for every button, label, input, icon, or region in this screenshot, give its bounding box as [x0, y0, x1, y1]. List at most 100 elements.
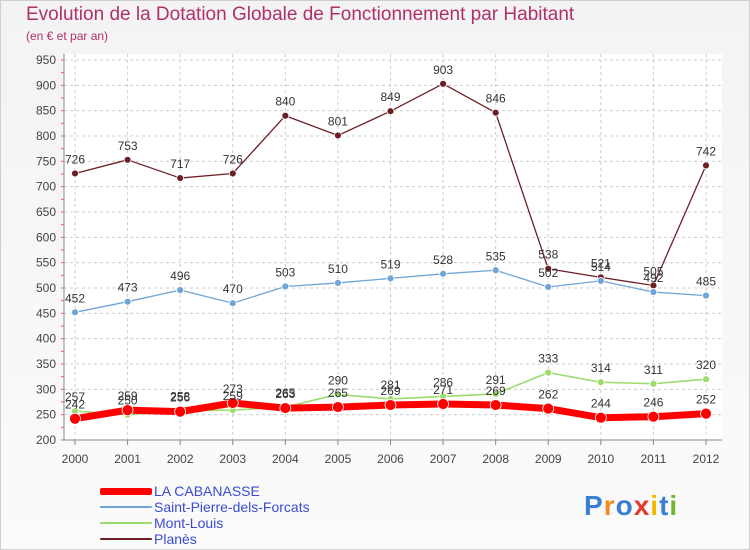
data-label-saint-pierre-dels-forcats: 473 [118, 281, 138, 295]
logo-letter: i [650, 490, 660, 521]
data-point-plan-s [228, 169, 237, 178]
logo-letter: i [669, 490, 679, 521]
data-point-la-cabanasse [69, 412, 81, 425]
data-point-saint-pierre-dels-forcats [596, 277, 605, 285]
chart-title: Evolution de la Dotation Globale de Fonc… [26, 4, 575, 25]
data-label-la-cabanasse: 262 [538, 388, 558, 402]
y-tick-label: 400 [36, 332, 56, 346]
data-label-mont-louis: 281 [380, 378, 400, 392]
data-label-saint-pierre-dels-forcats: 510 [328, 262, 348, 276]
data-label-mont-louis: 333 [538, 352, 558, 366]
data-point-saint-pierre-dels-forcats [176, 286, 185, 294]
y-tick-label: 650 [36, 205, 56, 219]
data-label-mont-louis: 314 [591, 361, 611, 375]
data-label-plan-s: 801 [328, 114, 348, 128]
y-tick-label: 500 [36, 281, 56, 295]
x-tick-label: 2001 [114, 452, 141, 466]
data-label-saint-pierre-dels-forcats: 503 [275, 265, 295, 279]
data-label-mont-louis: 311 [644, 363, 663, 377]
y-tick-label: 600 [36, 230, 56, 244]
data-point-mont-louis [702, 375, 710, 384]
y-tick-label: 300 [36, 382, 56, 396]
y-tick-label: 850 [36, 104, 56, 118]
y-tick-label: 800 [36, 129, 56, 143]
data-point-la-cabanasse [489, 399, 502, 411]
data-point-saint-pierre-dels-forcats [386, 274, 395, 283]
data-point-saint-pierre-dels-forcats [281, 282, 290, 291]
data-point-plan-s [334, 131, 342, 140]
x-tick-label: 2010 [587, 452, 614, 466]
grid-lines [64, 54, 722, 441]
x-tick-label: 2011 [641, 452, 667, 466]
data-point-mont-louis [544, 368, 553, 377]
data-point-saint-pierre-dels-forcats [439, 269, 447, 278]
y-tick-label: 700 [36, 180, 56, 194]
data-label-la-cabanasse: 271 [433, 383, 453, 397]
data-label-mont-louis: 320 [696, 358, 716, 372]
legend-label: Mont-Louis [154, 515, 224, 531]
data-point-plan-s [544, 264, 553, 273]
plot-area [64, 54, 722, 440]
data-label-la-cabanasse: 265 [328, 386, 348, 400]
data-point-plan-s [71, 169, 79, 178]
logo-letter: P [584, 490, 604, 521]
data-label-mont-louis: 265 [275, 386, 295, 400]
data-label-la-cabanasse: 269 [486, 384, 506, 398]
data-point-mont-louis [649, 379, 658, 388]
x-tick-label: 2008 [482, 452, 509, 466]
data-label-la-cabanasse: 263 [275, 387, 295, 401]
data-label-saint-pierre-dels-forcats: 452 [65, 291, 85, 305]
data-label-plan-s: 846 [486, 92, 506, 106]
data-label-la-cabanasse: 259 [118, 389, 138, 403]
data-point-plan-s [491, 108, 500, 117]
data-label-la-cabanasse: 252 [696, 393, 716, 407]
data-point-saint-pierre-dels-forcats [334, 279, 342, 287]
data-point-la-cabanasse [174, 405, 187, 418]
data-label-saint-pierre-dels-forcats: 496 [170, 269, 190, 283]
data-label-plan-s: 849 [380, 90, 400, 104]
x-tick-label: 2007 [430, 452, 457, 466]
data-label-plan-s: 742 [696, 144, 716, 158]
data-label-la-cabanasse: 256 [170, 391, 190, 405]
data-point-plan-s [439, 79, 447, 88]
legend-label: LA CABANASSE [154, 483, 260, 499]
data-label-la-cabanasse: 244 [591, 397, 611, 411]
data-label-mont-louis: 258 [170, 390, 190, 404]
data-label-mont-louis: 257 [65, 390, 85, 404]
data-point-la-cabanasse [226, 397, 239, 409]
data-label-mont-louis: 291 [486, 373, 506, 387]
y-tick-label: 900 [36, 78, 56, 92]
data-label-saint-pierre-dels-forcats: 492 [643, 271, 663, 285]
logo-letter: x [633, 490, 651, 521]
data-point-plan-s [123, 155, 132, 164]
data-point-saint-pierre-dels-forcats [544, 283, 553, 291]
chart-subtitle: (en € et par an) [26, 29, 109, 43]
logo-letter: t [659, 490, 670, 521]
data-label-plan-s: 505 [643, 264, 663, 278]
legend-swatch [100, 487, 152, 495]
x-tick-label: 2000 [62, 452, 89, 466]
data-point-saint-pierre-dels-forcats [123, 297, 132, 306]
x-tick-label: 2005 [325, 452, 352, 466]
x-tick-label: 2004 [272, 452, 299, 466]
legend-swatch [100, 522, 152, 524]
data-point-mont-louis [491, 389, 500, 398]
x-axis: 2000 2001 2002 2003 2004 2005 2006 2007 2008 2009… [62, 439, 722, 466]
data-label-saint-pierre-dels-forcats: 514 [591, 260, 611, 274]
data-point-plan-s [386, 107, 395, 116]
data-label-mont-louis: 259 [223, 389, 243, 403]
data-label-saint-pierre-dels-forcats: 485 [696, 275, 716, 289]
data-point-la-cabanasse [594, 411, 607, 424]
data-label-plan-s: 726 [223, 152, 243, 166]
y-tick-label: 250 [36, 408, 56, 422]
data-point-mont-louis [334, 390, 342, 399]
data-point-la-cabanasse [647, 410, 660, 423]
data-label-plan-s: 717 [170, 157, 190, 171]
data-point-la-cabanasse [700, 407, 712, 420]
y-axis: 200 250 300 350 400 450 500 550 600 650 700 750 800 8… [36, 53, 65, 447]
data-label-saint-pierre-dels-forcats: 535 [486, 249, 506, 263]
data-label-la-cabanasse: 273 [223, 382, 243, 396]
proxiti-logo: Proxiti [584, 490, 678, 522]
data-label-mont-louis: 250 [118, 394, 138, 408]
data-label-plan-s: 753 [118, 139, 138, 153]
